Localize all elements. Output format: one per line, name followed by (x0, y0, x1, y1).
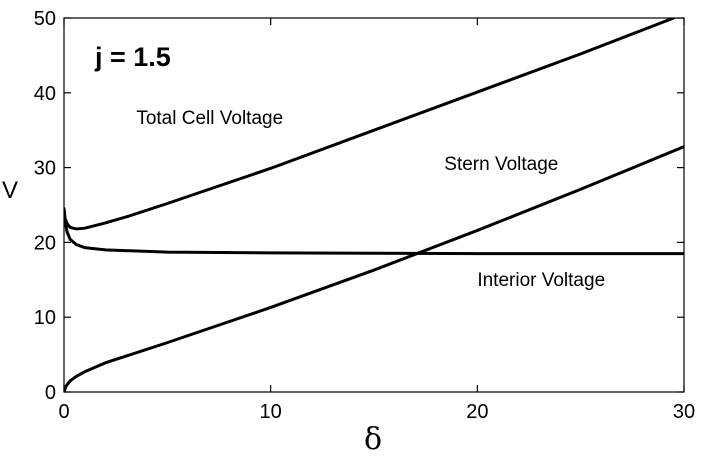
plot-frame (63, 17, 685, 393)
annotation-stern-voltage: Stern Voltage (444, 154, 558, 175)
y-tick-label: 10 (34, 307, 56, 329)
y-tick-label: 50 (34, 8, 56, 30)
x-tick-label: 0 (58, 401, 69, 423)
label-layer: j = 1.5 V δ Total Cell Voltage Stern Volt… (2, 42, 605, 457)
x-tick-label: 30 (673, 401, 695, 423)
series-layer (64, 18, 684, 392)
x-axis-label: δ (364, 422, 382, 457)
y-tick-label: 20 (34, 232, 56, 254)
parameter-label: j = 1.5 (94, 42, 171, 72)
y-tick-label: 40 (34, 83, 56, 105)
x-tick-label: 10 (260, 401, 282, 423)
y-axis-label: V (2, 177, 18, 204)
series-line-interior-voltage (64, 207, 684, 256)
y-tick-label: 30 (34, 158, 56, 180)
annotation-interior-voltage: Interior Voltage (477, 270, 605, 291)
series-line-stern-voltage (64, 145, 684, 392)
y-tick-label: 0 (45, 382, 56, 404)
axes-layer: 0 10 20 30 0 10 20 30 40 50 (34, 8, 695, 423)
x-tick-label: 20 (466, 401, 488, 423)
annotation-total-cell-voltage: Total Cell Voltage (136, 108, 283, 129)
series-line-total-cell-voltage (64, 18, 676, 231)
